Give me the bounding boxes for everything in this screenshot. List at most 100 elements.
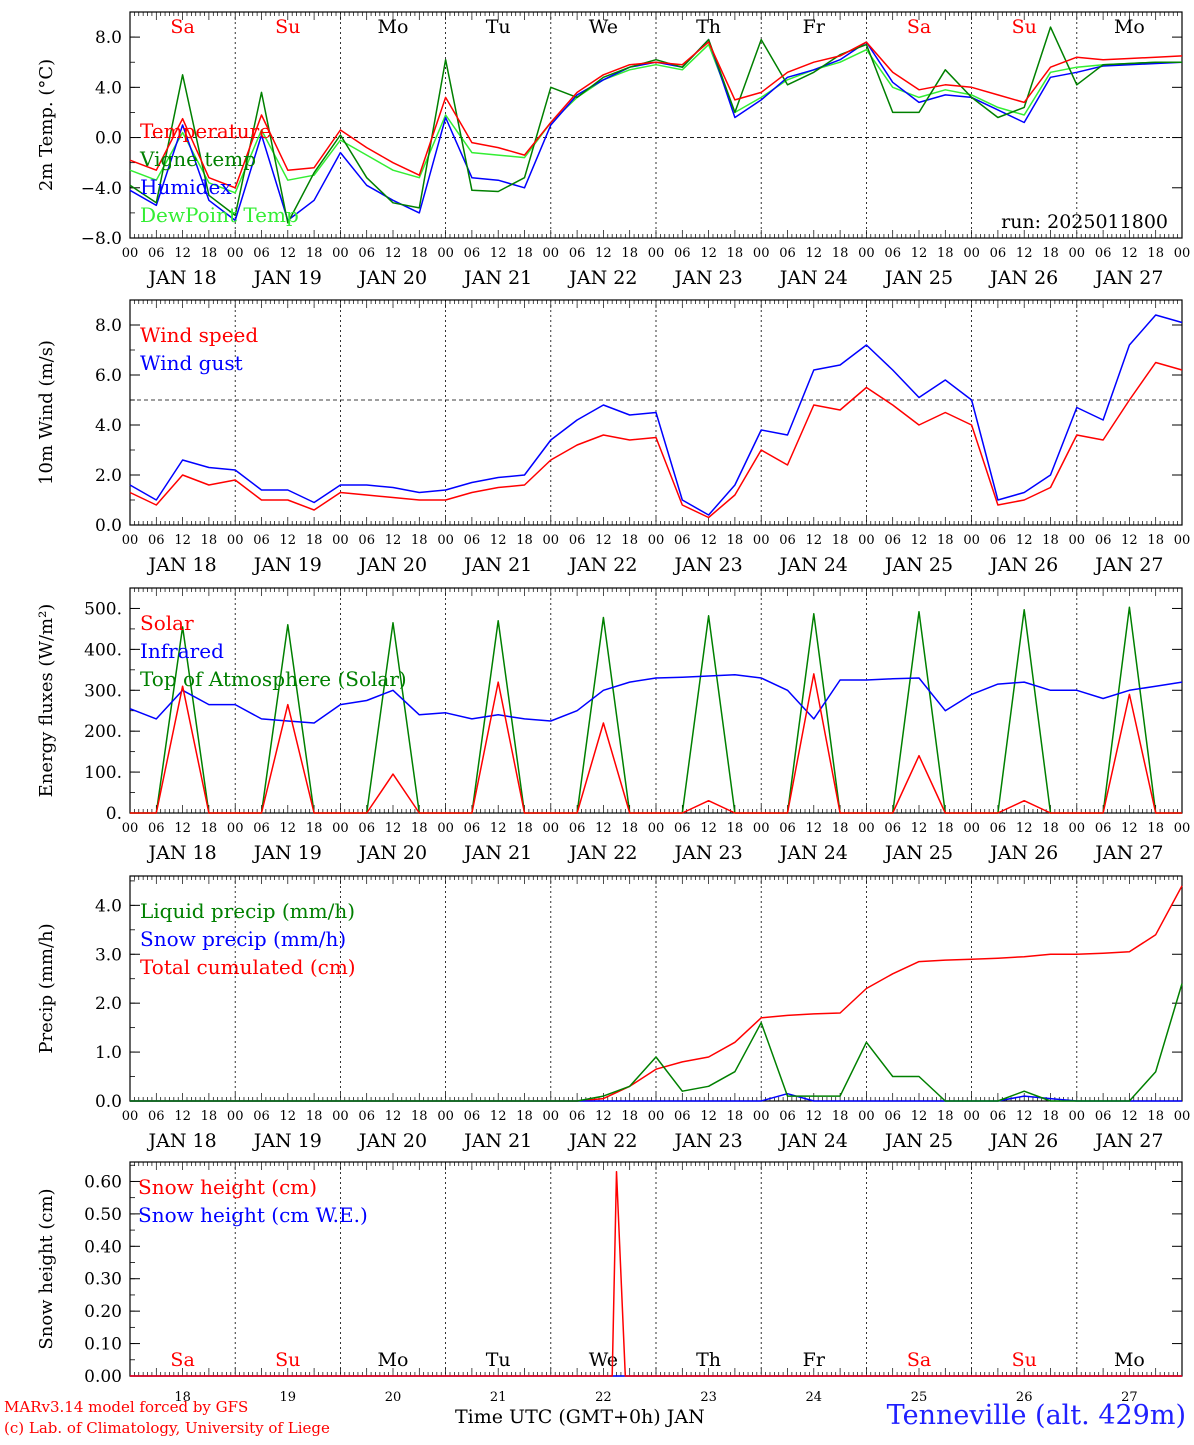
precip-hour-label: 00 xyxy=(543,1109,560,1124)
wind-hour-label: 18 xyxy=(832,533,849,548)
energy-date-label: JAN 19 xyxy=(252,842,322,864)
wind-hour-label: 06 xyxy=(779,533,796,548)
wind-hour-label: 06 xyxy=(569,533,586,548)
day-number-label: 22 xyxy=(595,1390,612,1405)
temperature-hour-label: 18 xyxy=(832,246,849,261)
precip-hour-label: 18 xyxy=(411,1109,428,1124)
wind-hour-label: 00 xyxy=(122,533,139,548)
precip-hour-label: 06 xyxy=(1095,1109,1112,1124)
snow-y-tick-label: 0.20 xyxy=(84,1302,122,1322)
wind-hour-label: 06 xyxy=(1095,533,1112,548)
wind-hour-label: 00 xyxy=(753,533,770,548)
day-number-label: 26 xyxy=(1016,1390,1033,1405)
wind-y-tick-label: 4.0 xyxy=(95,416,122,436)
wind-hour-label: 06 xyxy=(884,533,901,548)
energy-hour-label: 12 xyxy=(1016,821,1033,836)
wind-y-tick-label: 6.0 xyxy=(95,366,122,386)
energy-hour-label: 06 xyxy=(253,821,270,836)
precip-hour-label: 06 xyxy=(358,1109,375,1124)
precip-series-liquid-precip-mm-h- xyxy=(130,983,1183,1102)
precip-date-label: JAN 25 xyxy=(883,1130,953,1152)
energy-hour-label: 06 xyxy=(148,821,165,836)
energy-hour-label: 18 xyxy=(411,821,428,836)
energy-hour-label: 06 xyxy=(884,821,901,836)
precip-hour-label: 12 xyxy=(490,1109,507,1124)
wind-hour-label: 06 xyxy=(253,533,270,548)
energy-hour-label: 00 xyxy=(437,821,454,836)
precip-hour-label: 00 xyxy=(122,1109,139,1124)
wind-date-label: JAN 26 xyxy=(988,554,1058,576)
precip-hour-label: 00 xyxy=(332,1109,349,1124)
wind-y-axis-label: 10m Wind (m/s) xyxy=(36,340,57,485)
energy-y-tick-label: 500. xyxy=(84,599,122,619)
snow-legend-entry: Snow height (cm W.E.) xyxy=(138,1203,368,1227)
energy-hour-label: 18 xyxy=(516,821,533,836)
precip-legend-entry: Total cumulated (cm) xyxy=(140,955,356,979)
energy-hour-label: 06 xyxy=(674,821,691,836)
temperature-series-vigne-temp xyxy=(129,26,1182,224)
temperature-hour-label: 06 xyxy=(779,246,796,261)
energy-hour-label: 12 xyxy=(490,821,507,836)
energy-hour-label: 12 xyxy=(806,821,823,836)
energy-y-tick-label: 400. xyxy=(84,640,122,660)
precip-hour-label: 12 xyxy=(595,1109,612,1124)
weekday-label-bottom: Tu xyxy=(486,1349,511,1371)
energy-hour-label: 18 xyxy=(727,821,744,836)
precip-hour-label: 06 xyxy=(253,1109,270,1124)
energy-hour-label: 06 xyxy=(358,821,375,836)
wind-hour-label: 12 xyxy=(806,533,823,548)
temperature-y-axis-label: 2m Temp. (°C) xyxy=(36,59,57,191)
weekday-label-bottom: We xyxy=(589,1349,618,1371)
energy-date-label: JAN 21 xyxy=(462,842,532,864)
temperature-legend-entry: Vigne temp xyxy=(139,147,256,171)
wind-hour-label: 12 xyxy=(700,533,717,548)
wind-series-wind-gust xyxy=(129,314,1183,516)
temperature-legend-entry: Temperature xyxy=(140,119,271,143)
temperature-hour-label: 18 xyxy=(411,246,428,261)
precip-hour-label: 18 xyxy=(937,1109,954,1124)
weekday-label-bottom: Mo xyxy=(1114,1349,1145,1371)
weekday-label: Sa xyxy=(170,16,194,38)
temperature-hour-label: 00 xyxy=(332,246,349,261)
weekday-label-bottom: Fr xyxy=(803,1349,826,1371)
precip-hour-label: 18 xyxy=(201,1109,218,1124)
temperature-hour-label: 12 xyxy=(385,246,402,261)
precip-y-tick-label: 3.0 xyxy=(95,945,122,965)
energy-y-tick-label: 0. xyxy=(106,804,122,824)
snow-series-snow-height-cm- xyxy=(130,1170,1182,1377)
station-name: Tenneville (alt. 429m) xyxy=(886,1400,1186,1431)
temperature-hour-label: 12 xyxy=(1016,246,1033,261)
temperature-hour-label: 12 xyxy=(1121,246,1138,261)
energy-date-label: JAN 24 xyxy=(778,842,848,864)
wind-date-label: JAN 18 xyxy=(147,554,217,576)
precip-date-label: JAN 18 xyxy=(147,1130,217,1152)
temperature-hour-label: 00 xyxy=(122,246,139,261)
temperature-legend-entry: Humidex xyxy=(140,175,232,199)
energy-hour-label: 12 xyxy=(174,821,191,836)
model-credit: MARv3.14 model forced by GFS xyxy=(4,1398,249,1416)
snow-y-tick-label: 0.50 xyxy=(84,1205,122,1225)
wind-hour-label: 18 xyxy=(516,533,533,548)
precip-hour-label: 06 xyxy=(569,1109,586,1124)
energy-hour-label: 18 xyxy=(306,821,323,836)
wind-hour-label: 00 xyxy=(437,533,454,548)
precip-hour-label: 06 xyxy=(674,1109,691,1124)
energy-hour-label: 00 xyxy=(963,821,980,836)
temperature-series-dewpoint-temp xyxy=(129,43,1182,194)
energy-y-tick-label: 300. xyxy=(84,681,122,701)
precip-hour-label: 18 xyxy=(516,1109,533,1124)
precip-hour-label: 18 xyxy=(1147,1109,1164,1124)
wind-hour-label: 00 xyxy=(858,533,875,548)
wind-date-label: JAN 25 xyxy=(883,554,953,576)
day-number-label: 18 xyxy=(174,1390,191,1405)
temperature-hour-label: 00 xyxy=(543,246,560,261)
wind-series-wind-speed xyxy=(129,361,1183,519)
wind-hour-label: 18 xyxy=(1147,533,1164,548)
run-label: run: 2025011800 xyxy=(1001,211,1168,233)
precip-hour-label: 06 xyxy=(779,1109,796,1124)
precip-hour-label: 12 xyxy=(280,1109,297,1124)
precip-y-tick-label: 4.0 xyxy=(95,896,122,916)
precip-hour-label: 18 xyxy=(306,1109,323,1124)
wind-hour-label: 12 xyxy=(174,533,191,548)
